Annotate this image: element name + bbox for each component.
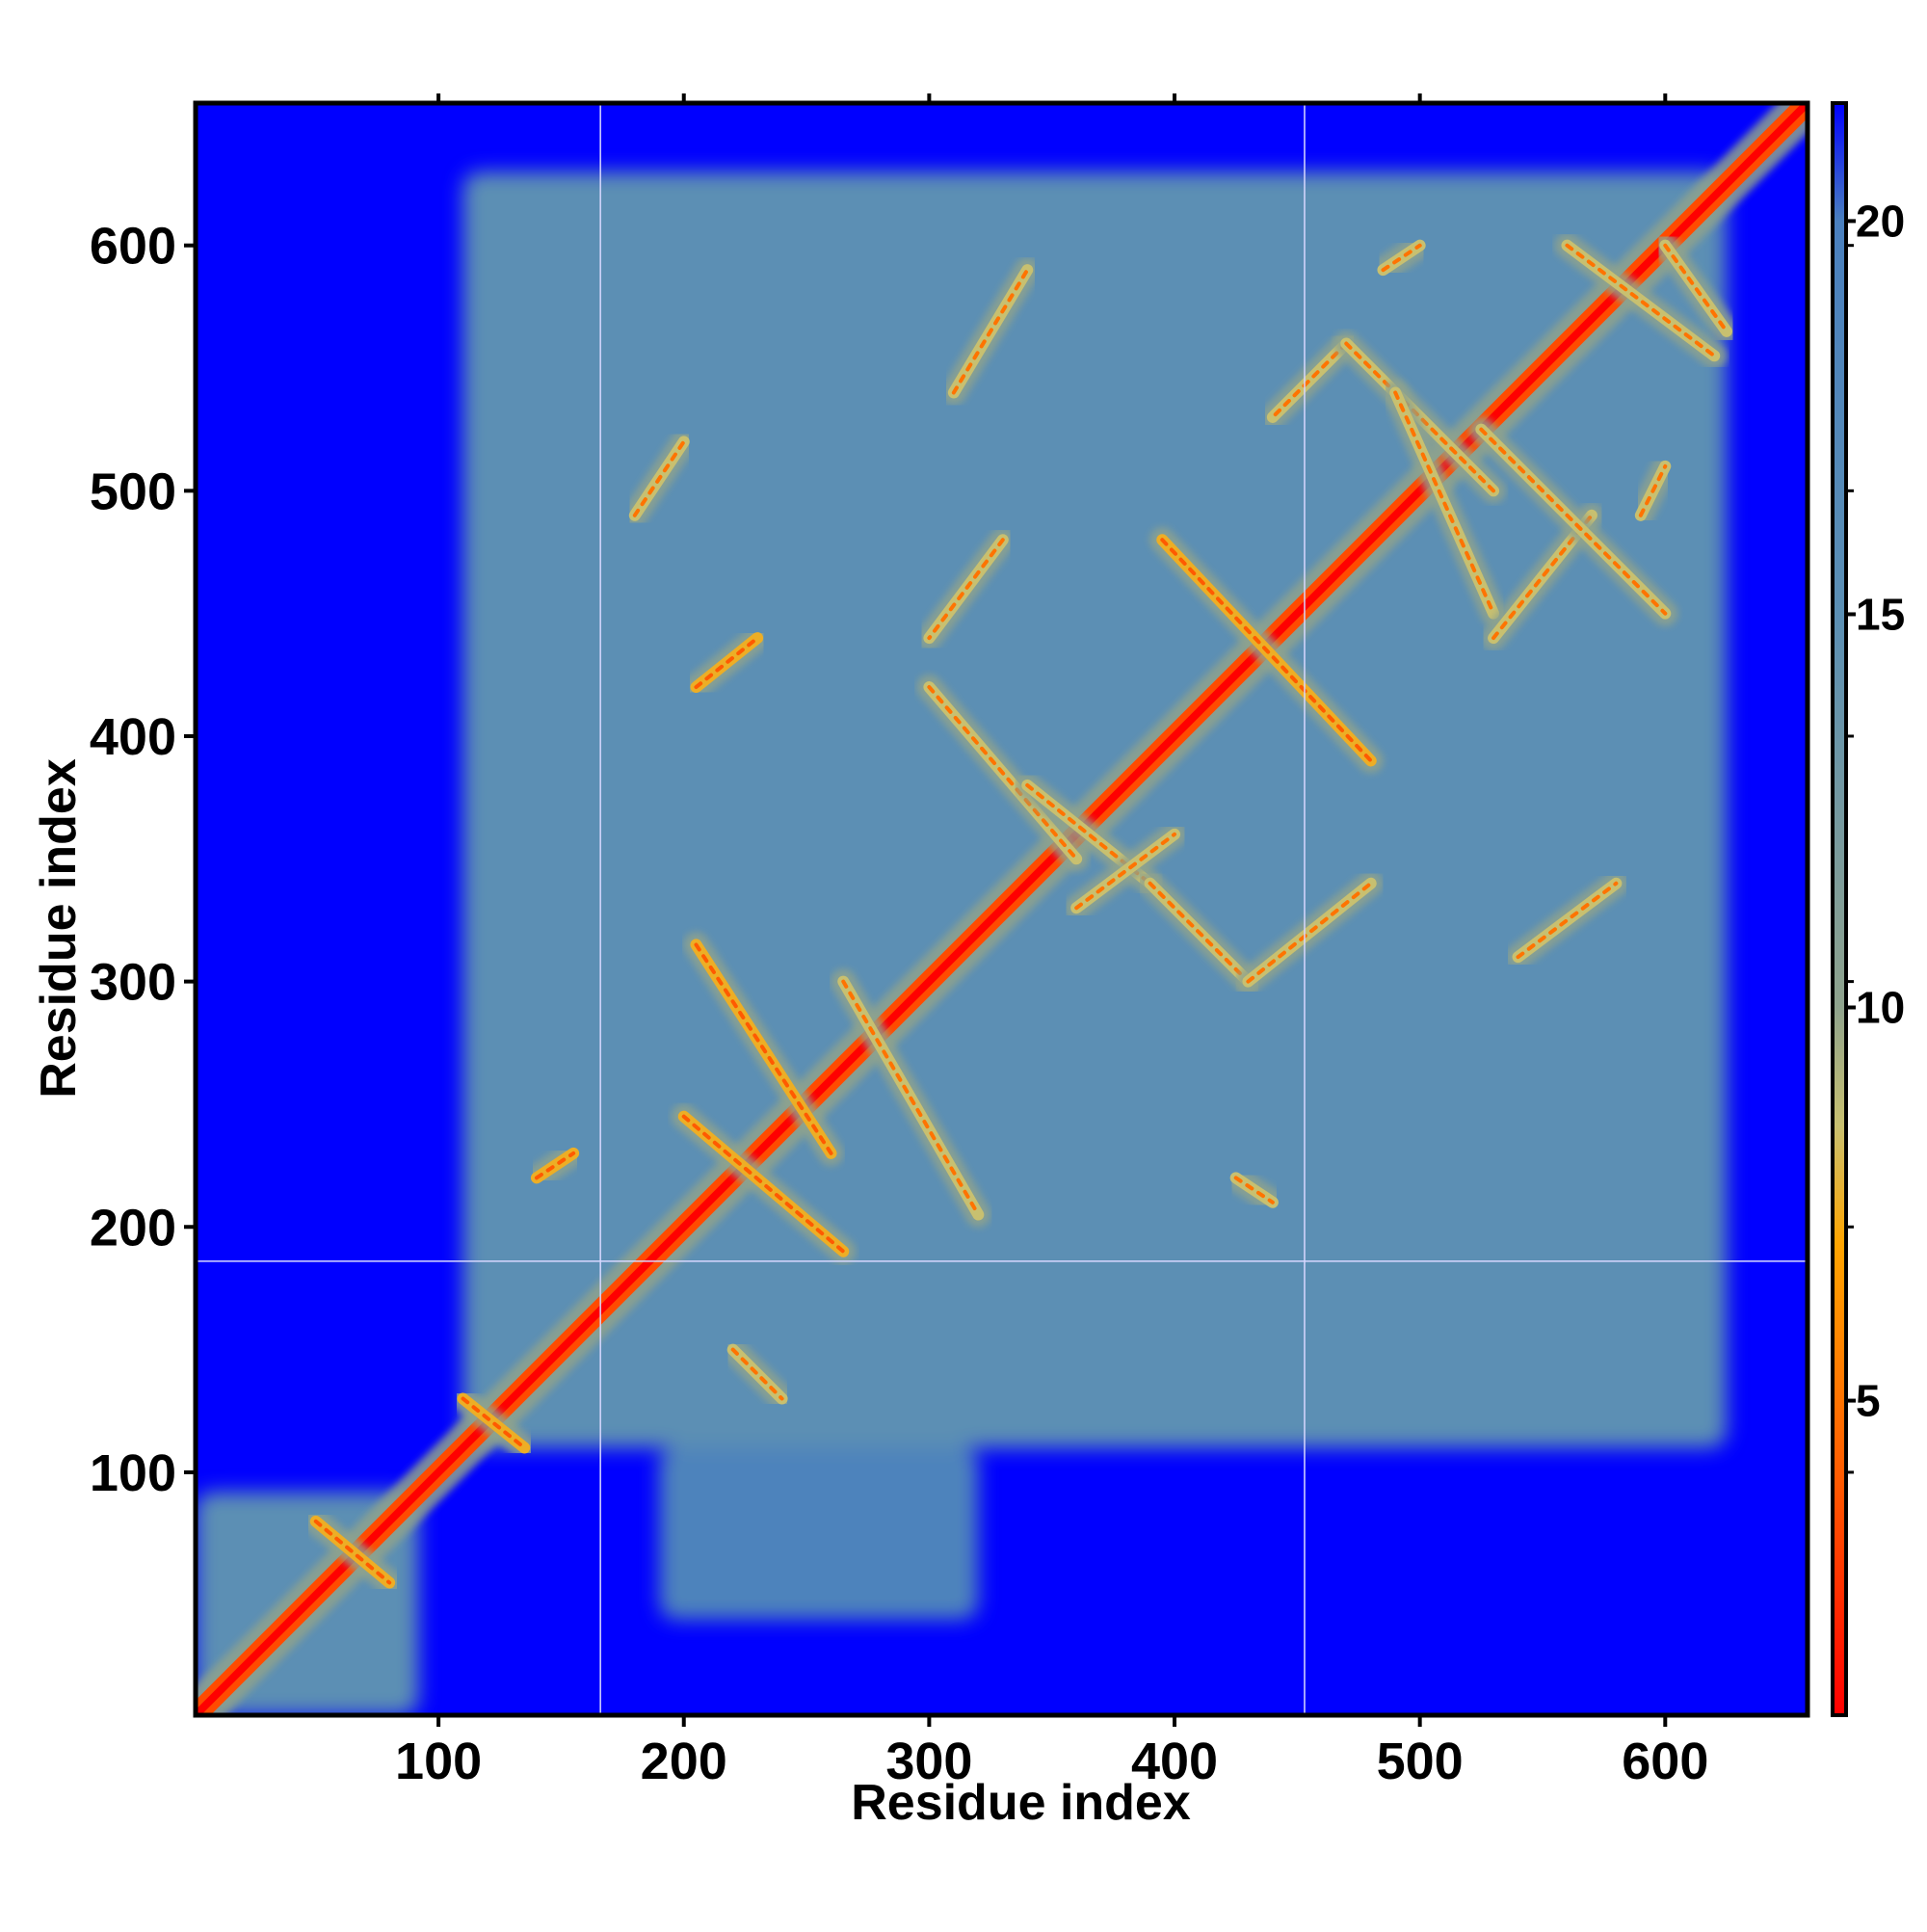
contact-streak-core-28 <box>1638 463 1668 517</box>
contact-streak-core-14 <box>1491 513 1594 641</box>
contact-streak-core-22 <box>632 439 686 517</box>
y-axis-label: Residue index <box>31 758 87 1098</box>
contact-streak-core-2 <box>681 1114 846 1254</box>
contact-streak-core-7 <box>1074 832 1177 911</box>
y-tick-label-1: 200 <box>90 1199 176 1257</box>
contact-region-2 <box>659 1447 979 1620</box>
contact-streak-core-1 <box>694 942 833 1155</box>
contact-streak-core-13 <box>1393 390 1496 616</box>
contact-streak-core-3 <box>841 979 981 1217</box>
contact-streak-core-27 <box>1381 243 1422 273</box>
contact-streak-core-18 <box>1663 243 1729 333</box>
contact-streak-core-5 <box>927 538 1005 641</box>
contact-streak-core-12 <box>1344 341 1496 493</box>
y-tick-label-3: 400 <box>90 708 176 766</box>
contact-streak-core-19 <box>951 268 1030 395</box>
plot-frame <box>193 100 1810 1718</box>
x-tick-label-0: 100 <box>395 1733 482 1790</box>
contact-streak-core-6 <box>1025 782 1152 886</box>
contact-streak-core-17 <box>1565 243 1717 358</box>
domain-boundaries <box>196 103 1808 1715</box>
contact-streak-core-0 <box>196 103 1808 1715</box>
x-tick-label-3: 400 <box>1131 1733 1218 1790</box>
colorbar-tick-label-1: 10 <box>1856 983 1905 1033</box>
contact-streak-core-23 <box>461 1396 527 1450</box>
contact-streak-core-9 <box>1148 881 1251 984</box>
heatmap-cells <box>196 103 1808 1715</box>
contact-streaks <box>196 103 1808 1715</box>
contact-streak-core-16 <box>1516 881 1619 960</box>
x-tick-label-4: 500 <box>1377 1733 1464 1790</box>
y-tick-label-4: 500 <box>90 463 176 520</box>
heatmap-plot <box>196 103 1808 1715</box>
y-tick-label-0: 100 <box>90 1444 176 1502</box>
contact-streak-core-15 <box>1479 427 1668 616</box>
colorbar: 5 10 15 20 <box>1831 101 1905 1717</box>
contact-streak-core-10 <box>1246 881 1373 984</box>
colorbar-tick-label-3: 20 <box>1856 196 1905 246</box>
colorbar-tick-label-2: 15 <box>1856 589 1905 639</box>
x-tick-label-1: 200 <box>641 1733 727 1790</box>
contact-streak-core-21 <box>694 636 760 690</box>
x-tick-label-5: 600 <box>1622 1733 1708 1790</box>
contact-streak-core-8 <box>1160 538 1373 763</box>
contact-streak-core-11 <box>1270 341 1349 419</box>
contact-streak-core-20 <box>534 1151 576 1180</box>
contact-streak-core-24 <box>730 1347 784 1401</box>
x-tick-label-2: 300 <box>885 1733 972 1790</box>
contact-streak-core-26 <box>1233 1176 1275 1204</box>
colorbar-gradient <box>1831 101 1848 1717</box>
y-tick-label-2: 300 <box>90 954 176 1012</box>
y-tick-label-5: 600 <box>90 218 176 276</box>
contact-streak-core-25 <box>313 1519 392 1585</box>
x-axis-label: Residue index <box>851 1775 1191 1831</box>
colorbar-tick-label-0: 5 <box>1856 1376 1881 1426</box>
axes: 100 200 300 400 500 600 100 200 300 400 500 600 <box>90 93 1810 1790</box>
contact-streak-core-4 <box>927 685 1079 861</box>
